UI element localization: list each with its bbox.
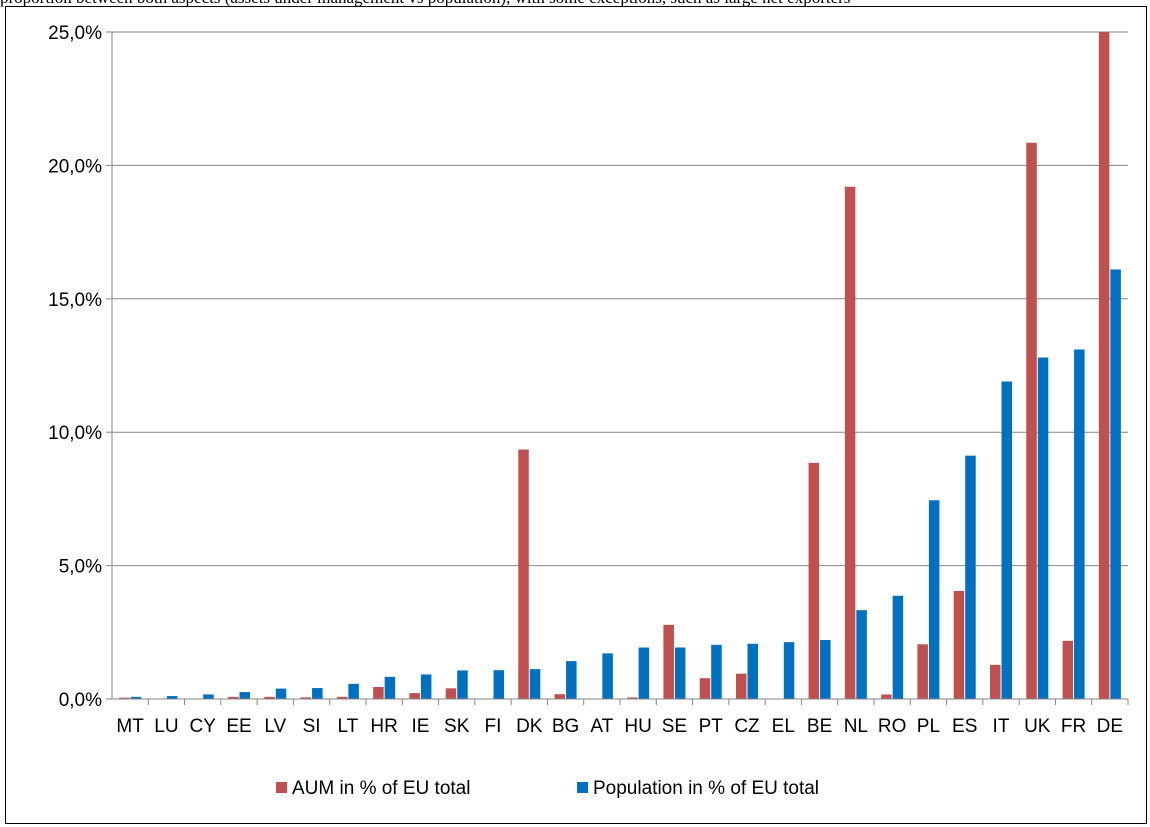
x-tick-label: LT xyxy=(337,716,358,737)
bar-population xyxy=(820,640,831,699)
bar-aum xyxy=(554,694,566,699)
bar-population xyxy=(348,683,359,699)
x-tick-label: DK xyxy=(516,716,543,737)
x-tick-label: HR xyxy=(370,716,397,737)
bar-population xyxy=(130,696,142,699)
x-tick-label: LV xyxy=(264,716,286,737)
bar-aum xyxy=(1026,142,1037,700)
x-tick-label: ES xyxy=(952,716,977,737)
bar-aum xyxy=(917,644,928,699)
y-tick-label: 15,0% xyxy=(48,290,102,311)
bar-aum xyxy=(699,678,711,699)
x-tick-label: PL xyxy=(917,716,940,737)
bar-aum xyxy=(228,696,239,699)
bar-population xyxy=(1001,381,1012,699)
legend-swatch xyxy=(577,782,588,793)
bar-aum xyxy=(627,697,638,699)
bar-population xyxy=(711,644,722,699)
bar-aum xyxy=(808,462,820,699)
bar-population xyxy=(965,455,976,699)
bar-population xyxy=(457,670,468,699)
bar-aum xyxy=(881,694,892,699)
x-tick-label: IE xyxy=(411,716,429,737)
bar-population xyxy=(529,669,541,699)
x-tick-label: SE xyxy=(662,716,687,737)
bar-population xyxy=(312,688,323,699)
legend-swatch xyxy=(276,782,287,793)
x-tick-label: UK xyxy=(1024,716,1051,737)
x-tick-label: SK xyxy=(444,716,470,737)
bar-aum xyxy=(445,688,457,699)
bar-population xyxy=(674,647,686,699)
bar-aum xyxy=(518,449,529,699)
bar-population xyxy=(856,610,867,699)
x-tick-label: CY xyxy=(190,716,217,737)
bar-population xyxy=(602,653,613,699)
y-tick-label: 25,0% xyxy=(48,23,102,44)
bar-aum xyxy=(663,624,674,699)
x-tick-label: BG xyxy=(552,716,579,737)
x-tick-label: EE xyxy=(226,716,251,737)
x-tick-label: DE xyxy=(1097,716,1123,737)
bar-aum xyxy=(1062,640,1074,699)
legend-label: AUM in % of EU total xyxy=(292,778,470,799)
bar-population xyxy=(166,696,178,699)
bar-population xyxy=(493,670,504,699)
x-tick-label: EL xyxy=(772,716,795,737)
bar-aum xyxy=(953,590,965,699)
bar-aum xyxy=(990,664,1001,699)
x-tick-labels: MT LU CY EE LV SI LT HR IE SK FI DK BG AT HU SE PT CZ EL BE… xyxy=(116,716,1123,737)
y-tick-label: 20,0% xyxy=(48,156,102,177)
x-tick-label: FI xyxy=(485,716,502,737)
bar-aum xyxy=(1098,32,1110,699)
bar-aum xyxy=(264,696,275,699)
bar-population xyxy=(239,692,250,699)
bar-population xyxy=(1110,269,1121,699)
bar-aum xyxy=(300,697,312,699)
x-tick-label: AT xyxy=(590,716,613,737)
bar-aum xyxy=(736,673,747,699)
bar-population xyxy=(420,674,432,699)
x-tick-label: CZ xyxy=(734,716,760,737)
bar-population xyxy=(384,676,396,699)
x-tick-label: NL xyxy=(844,716,868,737)
x-tick-label: IT xyxy=(993,716,1010,737)
caption-fragment: proportion between both aspects (assets … xyxy=(0,0,1150,8)
y-tick-labels: 0,0% 5,0% 10,0% 15,0% 20,0% 25,0% xyxy=(48,23,102,711)
x-tick-label: MT xyxy=(116,716,144,737)
y-tick-label: 5,0% xyxy=(59,557,102,578)
bar-population xyxy=(928,500,940,699)
x-tick-label: LU xyxy=(154,716,178,737)
bar-population xyxy=(275,688,287,699)
x-tick-label: BE xyxy=(807,716,832,737)
bars xyxy=(119,32,1121,700)
bar-population xyxy=(203,694,214,699)
bar-aum xyxy=(373,686,384,699)
x-tick-label: FR xyxy=(1061,716,1086,737)
legend-label: Population in % of EU total xyxy=(593,778,819,799)
bar-population xyxy=(1037,357,1049,699)
axes xyxy=(106,31,1129,705)
gridlines xyxy=(112,31,1128,567)
x-tick-label: RO xyxy=(878,716,907,737)
bar-population xyxy=(1074,349,1085,699)
y-tick-label: 0,0% xyxy=(59,690,102,711)
bar-population xyxy=(566,661,577,699)
bar-aum xyxy=(409,693,420,699)
bar-population xyxy=(638,647,650,699)
bar-population xyxy=(747,643,758,699)
x-tick-label: SI xyxy=(303,716,321,737)
x-tick-label: HU xyxy=(624,716,651,737)
x-tick-label: PT xyxy=(699,716,724,737)
bar-population xyxy=(892,595,904,699)
y-tick-label: 10,0% xyxy=(48,423,102,444)
bar-aum xyxy=(119,697,130,699)
bar-aum xyxy=(336,696,348,699)
legend: AUM in % of EU total Population in % of E… xyxy=(276,778,819,799)
bar-population xyxy=(783,642,795,699)
bar-aum xyxy=(844,186,856,699)
